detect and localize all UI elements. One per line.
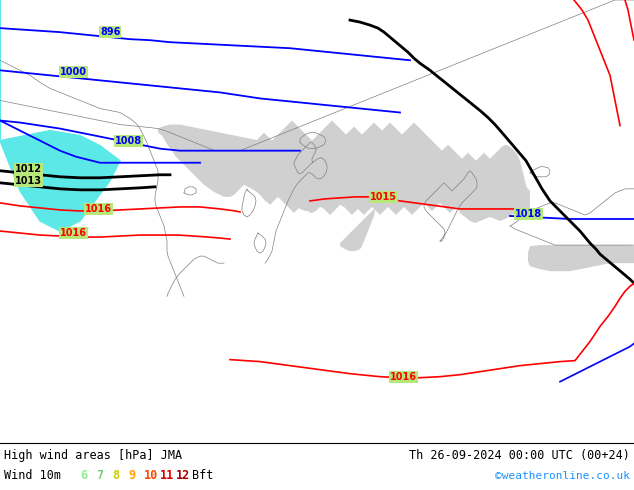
Polygon shape [290,143,326,211]
Text: 1015: 1015 [370,192,397,202]
Text: 6: 6 [80,469,87,483]
Polygon shape [252,121,530,215]
Text: 1012: 1012 [15,164,42,174]
Text: 896: 896 [100,27,120,37]
Text: Th 26-09-2024 00:00 UTC (00+24): Th 26-09-2024 00:00 UTC (00+24) [409,449,630,463]
Text: 10: 10 [144,469,158,483]
Text: Bft: Bft [192,469,214,483]
Text: 11: 11 [160,469,174,483]
Text: 1016: 1016 [60,228,87,238]
Text: High wind areas [hPa] JMA: High wind areas [hPa] JMA [4,449,182,463]
Text: 1016: 1016 [390,372,417,382]
Text: 1018: 1018 [515,209,542,219]
Text: ©weatheronline.co.uk: ©weatheronline.co.uk [495,471,630,481]
Text: 1013: 1013 [15,176,42,186]
Text: 1000: 1000 [60,67,87,77]
Text: 7: 7 [96,469,103,483]
Polygon shape [340,209,375,251]
Polygon shape [458,181,530,223]
Polygon shape [528,245,634,271]
Polygon shape [158,124,260,197]
Text: 12: 12 [176,469,190,483]
Text: 1008: 1008 [115,136,142,146]
Text: 1016: 1016 [85,204,112,214]
Text: 8: 8 [112,469,119,483]
Text: 9: 9 [128,469,135,483]
Text: Wind 10m: Wind 10m [4,469,61,483]
Polygon shape [0,0,120,231]
